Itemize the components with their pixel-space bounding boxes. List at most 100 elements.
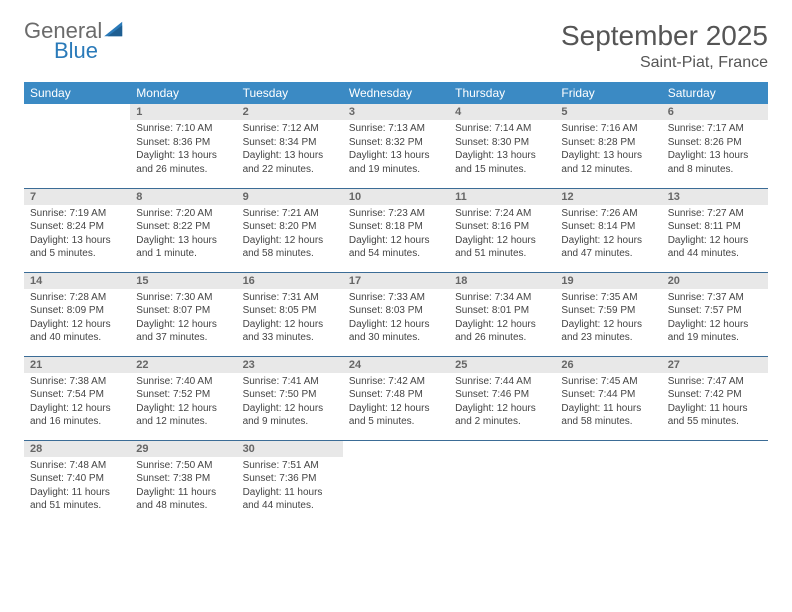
day-number: 23 (237, 357, 343, 373)
sunset-line: Sunset: 8:07 PM (136, 304, 230, 318)
sunset-line: Sunset: 8:16 PM (455, 220, 549, 234)
day-details: Sunrise: 7:40 AMSunset: 7:52 PMDaylight:… (130, 373, 236, 433)
day-number: 1 (130, 104, 236, 120)
sunrise-line: Sunrise: 7:20 AM (136, 207, 230, 221)
sunset-line: Sunset: 8:18 PM (349, 220, 443, 234)
sunset-line: Sunset: 8:28 PM (561, 136, 655, 150)
sunrise-line: Sunrise: 7:19 AM (30, 207, 124, 221)
sunset-line: Sunset: 8:05 PM (243, 304, 337, 318)
weekday-header: Saturday (662, 82, 768, 104)
sunrise-line: Sunrise: 7:45 AM (561, 375, 655, 389)
month-title: September 2025 (561, 20, 768, 52)
sunset-line: Sunset: 8:34 PM (243, 136, 337, 150)
sunrise-line: Sunrise: 7:13 AM (349, 122, 443, 136)
sunrise-line: Sunrise: 7:44 AM (455, 375, 549, 389)
day-details: Sunrise: 7:13 AMSunset: 8:32 PMDaylight:… (343, 120, 449, 180)
calendar-cell (662, 440, 768, 524)
day-details: Sunrise: 7:34 AMSunset: 8:01 PMDaylight:… (449, 289, 555, 349)
day-number: 25 (449, 357, 555, 373)
daylight-line: Daylight: 12 hours and 5 minutes. (349, 402, 443, 429)
calendar-cell: 15Sunrise: 7:30 AMSunset: 8:07 PMDayligh… (130, 272, 236, 356)
weekday-header-row: SundayMondayTuesdayWednesdayThursdayFrid… (24, 82, 768, 104)
sunset-line: Sunset: 7:59 PM (561, 304, 655, 318)
sunset-line: Sunset: 8:30 PM (455, 136, 549, 150)
calendar-row: ..1Sunrise: 7:10 AMSunset: 8:36 PMDaylig… (24, 104, 768, 188)
day-details: Sunrise: 7:33 AMSunset: 8:03 PMDaylight:… (343, 289, 449, 349)
location: Saint-Piat, France (561, 54, 768, 72)
day-details: Sunrise: 7:38 AMSunset: 7:54 PMDaylight:… (24, 373, 130, 433)
calendar-cell: 12Sunrise: 7:26 AMSunset: 8:14 PMDayligh… (555, 188, 661, 272)
day-details: Sunrise: 7:27 AMSunset: 8:11 PMDaylight:… (662, 205, 768, 265)
sunset-line: Sunset: 8:03 PM (349, 304, 443, 318)
day-number: 28 (24, 441, 130, 457)
calendar-row: 7Sunrise: 7:19 AMSunset: 8:24 PMDaylight… (24, 188, 768, 272)
day-details: Sunrise: 7:51 AMSunset: 7:36 PMDaylight:… (237, 457, 343, 517)
brand-triangle-icon (104, 20, 126, 38)
sunset-line: Sunset: 8:09 PM (30, 304, 124, 318)
daylight-line: Daylight: 12 hours and 2 minutes. (455, 402, 549, 429)
daylight-line: Daylight: 12 hours and 58 minutes. (243, 234, 337, 261)
sunset-line: Sunset: 8:32 PM (349, 136, 443, 150)
daylight-line: Daylight: 13 hours and 5 minutes. (30, 234, 124, 261)
calendar-cell: .. (24, 104, 130, 188)
day-number: 30 (237, 441, 343, 457)
calendar-row: 28Sunrise: 7:48 AMSunset: 7:40 PMDayligh… (24, 440, 768, 524)
calendar-cell: 19Sunrise: 7:35 AMSunset: 7:59 PMDayligh… (555, 272, 661, 356)
day-number: 16 (237, 273, 343, 289)
daylight-line: Daylight: 12 hours and 30 minutes. (349, 318, 443, 345)
day-number: 7 (24, 189, 130, 205)
day-details: Sunrise: 7:44 AMSunset: 7:46 PMDaylight:… (449, 373, 555, 433)
calendar-cell: 5Sunrise: 7:16 AMSunset: 8:28 PMDaylight… (555, 104, 661, 188)
calendar-cell: 10Sunrise: 7:23 AMSunset: 8:18 PMDayligh… (343, 188, 449, 272)
day-details: Sunrise: 7:41 AMSunset: 7:50 PMDaylight:… (237, 373, 343, 433)
day-details: Sunrise: 7:10 AMSunset: 8:36 PMDaylight:… (130, 120, 236, 180)
day-details: Sunrise: 7:48 AMSunset: 7:40 PMDaylight:… (24, 457, 130, 517)
sunrise-line: Sunrise: 7:34 AM (455, 291, 549, 305)
sunrise-line: Sunrise: 7:48 AM (30, 459, 124, 473)
calendar-cell: 16Sunrise: 7:31 AMSunset: 8:05 PMDayligh… (237, 272, 343, 356)
sunrise-line: Sunrise: 7:27 AM (668, 207, 762, 221)
sunrise-line: Sunrise: 7:24 AM (455, 207, 549, 221)
daylight-line: Daylight: 13 hours and 19 minutes. (349, 149, 443, 176)
brand-logo: General Blue (24, 20, 126, 62)
calendar-cell (449, 440, 555, 524)
day-details: Sunrise: 7:19 AMSunset: 8:24 PMDaylight:… (24, 205, 130, 265)
sunrise-line: Sunrise: 7:41 AM (243, 375, 337, 389)
sunset-line: Sunset: 7:50 PM (243, 388, 337, 402)
sunrise-line: Sunrise: 7:21 AM (243, 207, 337, 221)
sunset-line: Sunset: 8:26 PM (668, 136, 762, 150)
daylight-line: Daylight: 12 hours and 44 minutes. (668, 234, 762, 261)
day-number: 22 (130, 357, 236, 373)
sunrise-line: Sunrise: 7:12 AM (243, 122, 337, 136)
day-details: Sunrise: 7:24 AMSunset: 8:16 PMDaylight:… (449, 205, 555, 265)
day-details: Sunrise: 7:12 AMSunset: 8:34 PMDaylight:… (237, 120, 343, 180)
calendar-cell: 9Sunrise: 7:21 AMSunset: 8:20 PMDaylight… (237, 188, 343, 272)
sunrise-line: Sunrise: 7:38 AM (30, 375, 124, 389)
calendar-row: 14Sunrise: 7:28 AMSunset: 8:09 PMDayligh… (24, 272, 768, 356)
daylight-line: Daylight: 13 hours and 22 minutes. (243, 149, 337, 176)
sunrise-line: Sunrise: 7:35 AM (561, 291, 655, 305)
daylight-line: Daylight: 11 hours and 48 minutes. (136, 486, 230, 513)
day-details: Sunrise: 7:20 AMSunset: 8:22 PMDaylight:… (130, 205, 236, 265)
sunrise-line: Sunrise: 7:31 AM (243, 291, 337, 305)
calendar-cell: 20Sunrise: 7:37 AMSunset: 7:57 PMDayligh… (662, 272, 768, 356)
calendar-cell: 6Sunrise: 7:17 AMSunset: 8:26 PMDaylight… (662, 104, 768, 188)
day-number: 15 (130, 273, 236, 289)
title-block: September 2025 Saint-Piat, France (561, 20, 768, 72)
calendar-cell: 4Sunrise: 7:14 AMSunset: 8:30 PMDaylight… (449, 104, 555, 188)
calendar-cell: 23Sunrise: 7:41 AMSunset: 7:50 PMDayligh… (237, 356, 343, 440)
sunrise-line: Sunrise: 7:50 AM (136, 459, 230, 473)
calendar-cell: 7Sunrise: 7:19 AMSunset: 8:24 PMDaylight… (24, 188, 130, 272)
sunrise-line: Sunrise: 7:42 AM (349, 375, 443, 389)
day-details: Sunrise: 7:30 AMSunset: 8:07 PMDaylight:… (130, 289, 236, 349)
day-details: Sunrise: 7:35 AMSunset: 7:59 PMDaylight:… (555, 289, 661, 349)
calendar-cell: 3Sunrise: 7:13 AMSunset: 8:32 PMDaylight… (343, 104, 449, 188)
calendar-cell: 14Sunrise: 7:28 AMSunset: 8:09 PMDayligh… (24, 272, 130, 356)
sunset-line: Sunset: 8:14 PM (561, 220, 655, 234)
day-details: Sunrise: 7:16 AMSunset: 8:28 PMDaylight:… (555, 120, 661, 180)
sunrise-line: Sunrise: 7:14 AM (455, 122, 549, 136)
day-details: Sunrise: 7:45 AMSunset: 7:44 PMDaylight:… (555, 373, 661, 433)
day-number: 20 (662, 273, 768, 289)
sunset-line: Sunset: 8:20 PM (243, 220, 337, 234)
daylight-line: Daylight: 12 hours and 9 minutes. (243, 402, 337, 429)
